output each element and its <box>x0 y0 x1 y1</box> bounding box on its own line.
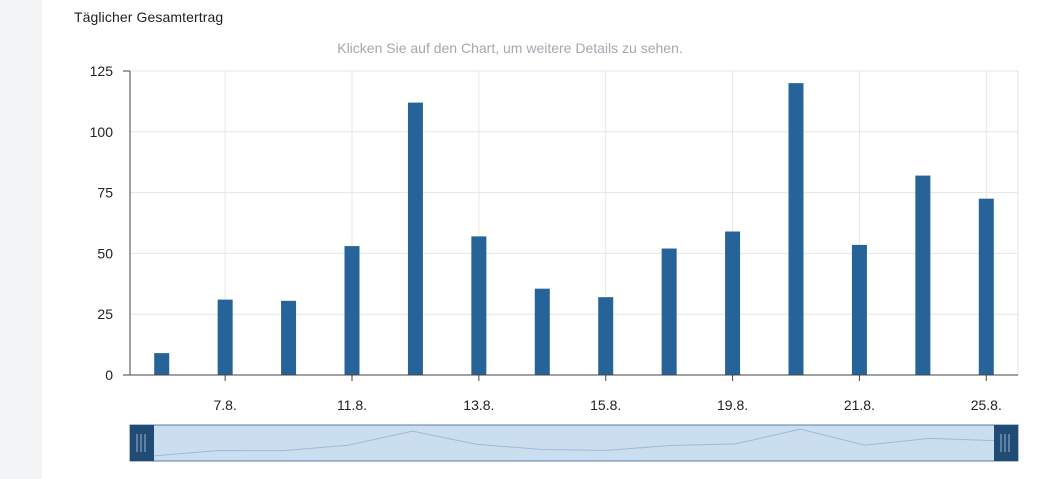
y-tick-label: 100 <box>90 124 114 140</box>
bar-9.8.[interactable] <box>281 300 297 375</box>
x-tick-label: 11.8. <box>337 397 367 413</box>
bars-layer[interactable] <box>154 83 994 375</box>
bar-20.8.[interactable] <box>788 83 804 375</box>
y-tick-label: 0 <box>105 367 113 383</box>
x-tick-label: 25.8. <box>971 397 1002 413</box>
bar-21.8.[interactable] <box>851 244 867 375</box>
bar-19.8.[interactable] <box>725 231 741 375</box>
y-tick-label: 50 <box>97 245 113 261</box>
y-tick-label: 125 <box>90 63 114 79</box>
bar-25.8.[interactable] <box>978 198 994 375</box>
navigator[interactable] <box>129 424 1019 462</box>
chart-subtitle: Klicken Sie auf den Chart, um weitere De… <box>337 40 683 56</box>
navigator-right-handle-body[interactable] <box>994 425 1018 461</box>
bar-5.8.[interactable] <box>154 353 170 375</box>
x-tick-label: 19.8. <box>717 397 748 413</box>
left-sidebar-strip <box>0 0 42 479</box>
navigator-series-line <box>153 428 995 457</box>
bar-11.8.[interactable] <box>344 246 360 375</box>
y-tick-label: 25 <box>97 306 113 322</box>
bar-23.8.[interactable] <box>915 175 931 375</box>
grid-layer <box>130 70 1019 375</box>
chart-panel: Täglicher Gesamtertrag <box>42 0 1043 479</box>
x-tick-label: 21.8. <box>844 397 875 413</box>
x-tick-label: 7.8. <box>213 397 236 413</box>
x-tick-label: 13.8. <box>463 397 494 413</box>
navigator-right-handle[interactable] <box>994 425 1018 461</box>
bar-7.8.[interactable] <box>217 299 233 375</box>
panel-title: Täglicher Gesamtertrag <box>74 9 224 25</box>
bar-12.8.[interactable] <box>407 102 423 375</box>
y-tick-label: 75 <box>97 185 113 201</box>
x-tick-label: 15.8. <box>590 397 621 413</box>
navigator-left-handle-body[interactable] <box>130 425 154 461</box>
bar-14.8.[interactable] <box>534 288 550 375</box>
axis-layer: 0 25 50 75 100 125 7.8. 11.8. 13.8. 15.8. 19.8. 21.… <box>90 63 1018 413</box>
navigator-range[interactable] <box>129 424 1019 462</box>
bar-17.8.[interactable] <box>661 248 677 375</box>
bar-13.8.[interactable] <box>471 236 487 375</box>
bar-15.8.[interactable] <box>598 297 614 375</box>
navigator-left-handle[interactable] <box>130 425 154 461</box>
